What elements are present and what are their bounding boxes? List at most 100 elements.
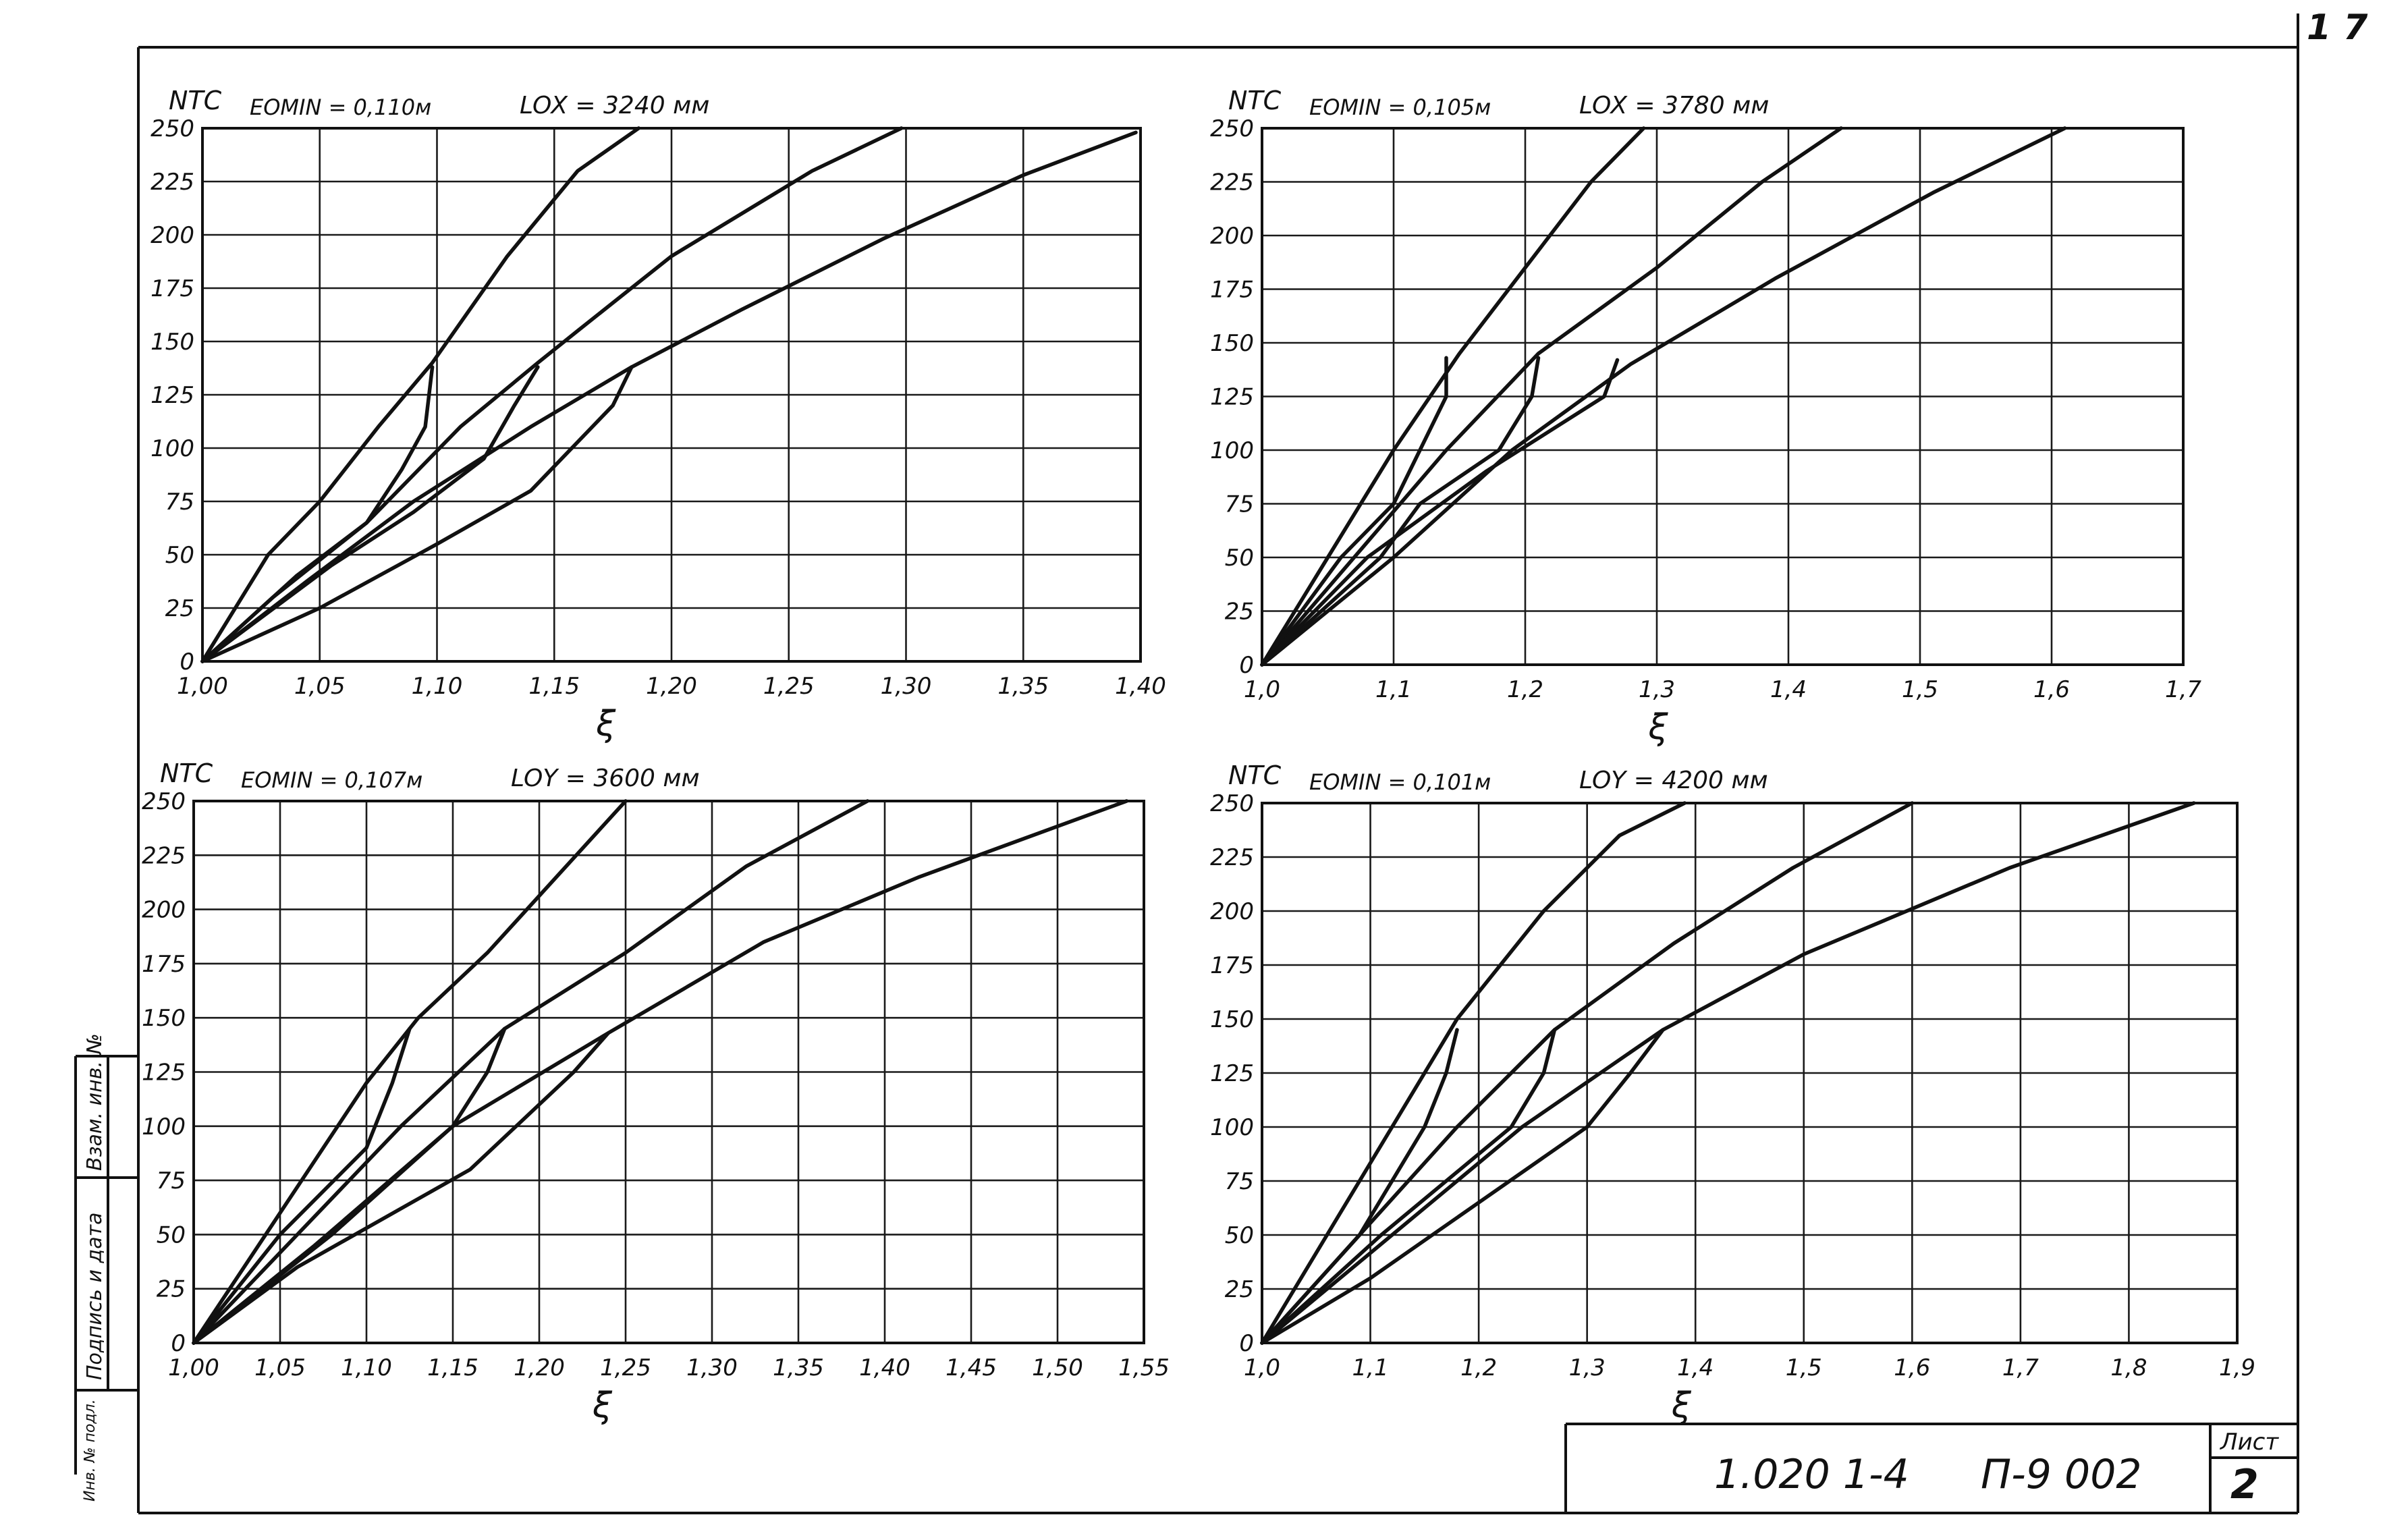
curve-3 (200, 130, 1138, 663)
x-tick-label: 1,0 (1244, 1354, 1280, 1381)
x-tick-label: 1,2 (1507, 676, 1543, 703)
chart-grid (192, 800, 1145, 1344)
x-axis-label: ξ (592, 1385, 613, 1426)
curve-5 (1260, 1028, 1557, 1345)
x-tick-label: 1,1 (1375, 676, 1412, 703)
x-tick-label: 1,40 (859, 1354, 910, 1381)
y-tick-label: 100 (142, 1113, 186, 1140)
side-stamp-top: Взам. инв. № (83, 1033, 107, 1171)
x-tick-label: 1,4 (1770, 676, 1807, 703)
y-tick-label: 25 (157, 1276, 186, 1303)
y-tick-label: 75 (165, 489, 194, 516)
plot-frame (1261, 802, 2239, 1344)
x-tick-label: 1,3 (1569, 1354, 1606, 1381)
y-axis-label: NTC (1228, 86, 1282, 115)
side-stamp-bottom: Инв. № подл. (82, 1399, 99, 1502)
x-tick-label: 1,6 (2033, 676, 2070, 703)
x-tick-label: 1,35 (997, 673, 1049, 700)
title-block: 1.020 1-4 П-9 002 Лист 2 (1564, 1423, 2298, 1513)
sheet-label: Лист (2219, 1429, 2279, 1456)
plot-frame (1261, 127, 2185, 666)
y-tick-label: 100 (1210, 1114, 1254, 1141)
y-tick-label: 50 (1225, 1222, 1254, 1249)
y-tick-label: 25 (1225, 599, 1254, 626)
y-tick-label: 250 (142, 788, 186, 815)
y-tick-label: 150 (142, 1005, 186, 1032)
x-tick-label: 1,3 (1639, 676, 1675, 703)
x-tick-label: 1,9 (2219, 1354, 2255, 1381)
x-axis-label: ξ (1671, 1385, 1692, 1426)
y-tick-label: 75 (157, 1167, 186, 1194)
x-tick-label: 1,0 (1244, 676, 1280, 703)
doc-code: 1.020 1-4 (1714, 1451, 1909, 1498)
curve-4 (1260, 1028, 1459, 1345)
y-axis-label: NTC (169, 86, 222, 115)
y-tick-label: 175 (1210, 277, 1254, 304)
page-number: 1 7 (2307, 7, 2368, 48)
plot-frame (192, 800, 1145, 1344)
sheet-border (137, 13, 2299, 1514)
x-tick-label: 1,05 (254, 1354, 306, 1381)
chart-2: 1,0 1,1 1,2 1,3 1,4 1,5 1,6 1,7 0 25 50 75 100 125 150… (1210, 86, 2201, 748)
x-tick-label: 1,7 (2002, 1354, 2039, 1381)
x-tick-label: 1,40 (1115, 673, 1166, 700)
param-label: EOMIN = 0,110м (250, 94, 431, 120)
y-tick-label: 50 (157, 1221, 186, 1248)
curve-4 (1260, 356, 1448, 667)
plot-frame (201, 127, 1142, 663)
y-tick-label: 50 (1225, 545, 1254, 572)
side-stamp: Взам. инв. № Подпись и дата Инв. № подл. (74, 1033, 138, 1502)
x-tick-label: 1,5 (1902, 676, 1938, 703)
x-tick-label: 1,2 (1460, 1354, 1497, 1381)
y-tick-label: 125 (142, 1060, 186, 1087)
y-tick-label: 0 (1239, 652, 1254, 679)
x-tick-label: 1,25 (763, 673, 815, 700)
y-tick-label: 200 (142, 897, 186, 924)
x-tick-label: 1,4 (1677, 1354, 1714, 1381)
y-tick-label: 0 (171, 1330, 186, 1357)
y-tick-label: 125 (150, 382, 194, 409)
y-tick-label: 225 (1210, 844, 1254, 871)
y-tick-label: 150 (1210, 330, 1254, 357)
chart-3: 1,00 1,05 1,10 1,15 1,20 1,25 1,30 1,35 1,40 1,45… (142, 759, 1170, 1426)
charts-layer: 1,00 1,05 1,10 1,15 1,20 1,25 1,30 1,35 1,400255… (142, 86, 2255, 1426)
length-label: LOX = 3780 мм (1579, 92, 1769, 119)
y-tick-label: 125 (1210, 384, 1254, 411)
chart-4: 1,0 1,1 1,2 1,3 1,4 1,5 1,6 1,7 1,8 1,9 0 25 50 75 100… (1210, 761, 2255, 1426)
x-tick-label: 1,7 (2165, 676, 2201, 703)
y-tick-label: 250 (150, 115, 194, 142)
curve-1 (1260, 801, 1687, 1345)
curve-6 (192, 1030, 611, 1345)
length-label: LOX = 3240 мм (520, 92, 709, 119)
y-tick-label: 0 (1239, 1330, 1254, 1357)
y-tick-label: 200 (1210, 898, 1254, 925)
curve-5 (192, 1026, 507, 1345)
y-tick-label: 75 (1225, 491, 1254, 518)
x-tick-label: 1,1 (1352, 1354, 1389, 1381)
x-tick-label: 1,05 (294, 673, 346, 700)
x-tick-label: 1,45 (945, 1354, 997, 1381)
y-tick-label: 0 (180, 649, 194, 676)
y-tick-label: 175 (150, 275, 194, 302)
y-tick-label: 200 (150, 222, 194, 249)
y-tick-label: 100 (1210, 437, 1254, 464)
chart-1: 1,00 1,05 1,10 1,15 1,20 1,25 1,30 1,35 1,40 0 25 5… (150, 86, 1166, 744)
x-tick-label: 1,15 (427, 1354, 478, 1381)
curve-6 (200, 365, 634, 663)
param-label: EOMIN = 0,105м (1309, 94, 1491, 120)
side-stamp-mid: Подпись и дата (83, 1213, 107, 1381)
curve-1 (1260, 126, 1646, 667)
x-tick-label: 1,35 (773, 1354, 824, 1381)
curve-4 (200, 365, 435, 663)
y-tick-label: 100 (150, 435, 194, 462)
param-label: EOMIN = 0,101м (1309, 769, 1491, 795)
curve-4 (192, 1026, 412, 1345)
x-tick-label: 1,30 (686, 1354, 738, 1381)
curve-6 (1260, 358, 1620, 667)
x-tick-label: 1,6 (1894, 1354, 1930, 1381)
x-tick-label: 1,00 (177, 673, 228, 700)
y-tick-label: 225 (1210, 169, 1254, 196)
curve-5 (200, 365, 540, 663)
x-tick-label: 1,10 (412, 673, 463, 700)
y-tick-label: 250 (1210, 790, 1254, 817)
